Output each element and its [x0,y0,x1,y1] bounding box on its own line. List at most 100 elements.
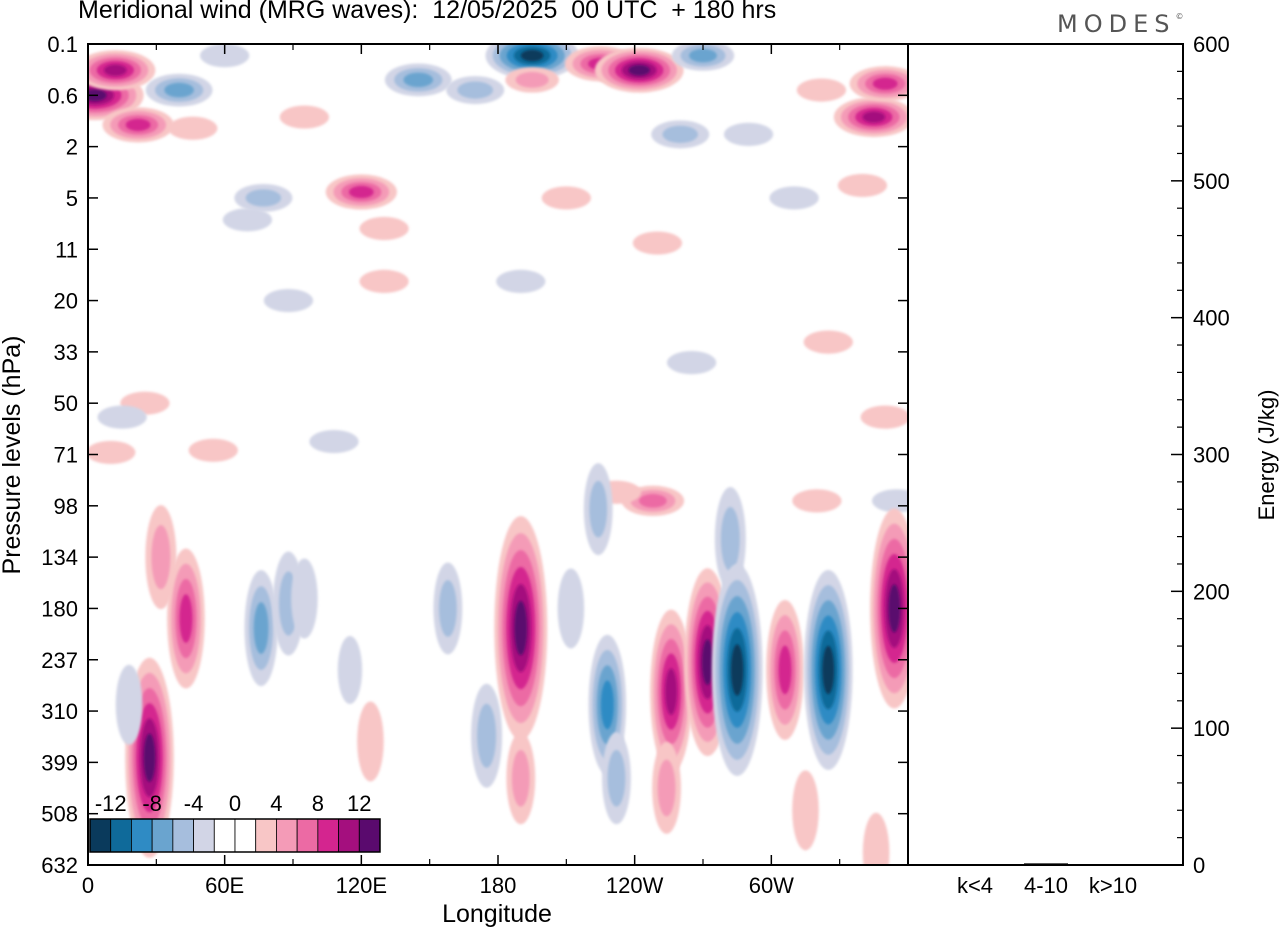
contour-level [143,733,156,782]
colorbar-swatch [151,818,174,853]
energy-tick-label: 200 [1193,579,1230,604]
contour-level [253,602,269,654]
wind-anomaly-13 [651,120,710,149]
wind-anomaly-68 [357,701,384,782]
contour-level [168,116,218,140]
wind-anomaly-19 [234,183,293,212]
wind-anomaly-30 [803,330,853,354]
y-tick-label: 71 [54,443,78,468]
wind-anomaly-35 [97,405,147,429]
contour-level [164,82,194,98]
colorbar-swatch [213,818,236,853]
contour-level [541,186,591,210]
wind-anomaly-47 [167,548,205,689]
colorbar-swatch [110,818,132,853]
colorbar-swatch [131,818,153,853]
wind-anomaly-2 [102,107,174,143]
wind-anomaly-22 [359,216,409,241]
wind-anomaly-51 [337,635,363,704]
y-tick-label: 2 [66,135,78,160]
colorbar-swatch [172,818,194,853]
wind-anomaly-21 [325,174,397,210]
pressure-axis: 0.1 0.6 2 5 11 20 33 50 71 98 134 180 237 310 399 508 63… [41,32,908,878]
wind-anomaly-62 [870,508,908,709]
wind-anomaly-63 [792,770,819,851]
colorbar-swatch [89,818,112,853]
wind-anomaly-43 [872,489,908,513]
contour-level [862,111,886,123]
colorbar-swatch [338,818,360,853]
wind-anomaly-53 [471,683,503,788]
y-tick-label: 632 [41,853,78,878]
contour-level [769,186,819,210]
wind-anomaly-33 [188,438,238,462]
wind-anomaly-55 [557,568,585,649]
contour-level [778,645,792,695]
contour-level [357,701,384,782]
wind-anomaly-8 [446,76,505,105]
contour-level [348,185,374,199]
contour-level [662,125,699,143]
contour-level [822,645,835,695]
contour-level [796,78,847,102]
energy-bar [1024,863,1068,865]
y-tick-label: 399 [41,750,78,775]
colorbar-swatch [276,818,298,853]
energy-bar [1091,864,1135,866]
contour-level [200,44,250,68]
y-tick-label: 310 [41,699,78,724]
contour-level [803,330,853,354]
colorbar-tick-label: 12 [347,791,371,816]
wind-anomaly-25 [496,269,546,294]
wind-anomaly-1 [88,50,156,91]
energy-category-label: k>10 [1089,873,1137,898]
wind-anomaly-36 [860,405,908,429]
y-tick-label: 0.1 [47,32,78,57]
colorbar-tick-label: -12 [95,791,127,816]
wind-anomaly-9 [485,44,579,80]
energy-bar [953,864,997,866]
contour-level [872,77,898,90]
wind-anomaly-23 [359,269,409,294]
wind-anomaly-42 [792,489,842,513]
contour-level [792,489,842,513]
contour-level [279,105,329,129]
energy-category-label: k<4 [957,873,993,898]
colorbar-swatch [296,818,319,853]
energy-tick-label: 400 [1193,306,1230,331]
energy-bars: k<4 4-10 k>10 [953,863,1137,898]
contour-level [723,122,774,146]
x-tick-label: 180 [480,873,517,898]
wind-anomaly-5 [168,116,218,140]
x-tick-label: 60W [749,873,794,898]
colorbar-tick-label: 0 [229,791,241,816]
wind-anomaly-37 [309,429,359,454]
contour-level [888,584,901,633]
wind-anomaly-48 [244,570,278,687]
contour-level [600,680,614,730]
contour-level [103,64,127,76]
y-axis-label: Pressure levels (hPa) [0,336,26,575]
colorbar-tick-label: -8 [142,791,162,816]
contour-level [97,405,147,429]
wind-anomaly-27 [632,231,683,255]
contour-level [337,635,363,704]
energy-panel-frame [907,43,1184,866]
contour-level [359,216,409,241]
energy-tick-label: 500 [1193,169,1230,194]
contour-level [496,269,546,294]
wind-anomaly-67 [506,732,536,825]
contour-level [291,558,318,639]
wind-anomaly-52 [433,562,463,655]
wind-anomaly-17 [849,66,908,102]
contour-level [188,438,238,462]
wind-anomaly-6 [279,105,329,129]
contour-level [632,231,683,255]
wind-anomaly-10 [505,67,559,93]
wind-anomaly-31 [667,351,717,375]
wind-anomaly-7 [384,63,452,97]
longitude-axis: 0 60E 120E 180 120W 60W [82,44,841,898]
wind-anomaly-29 [837,173,888,198]
contour-level [862,812,890,865]
